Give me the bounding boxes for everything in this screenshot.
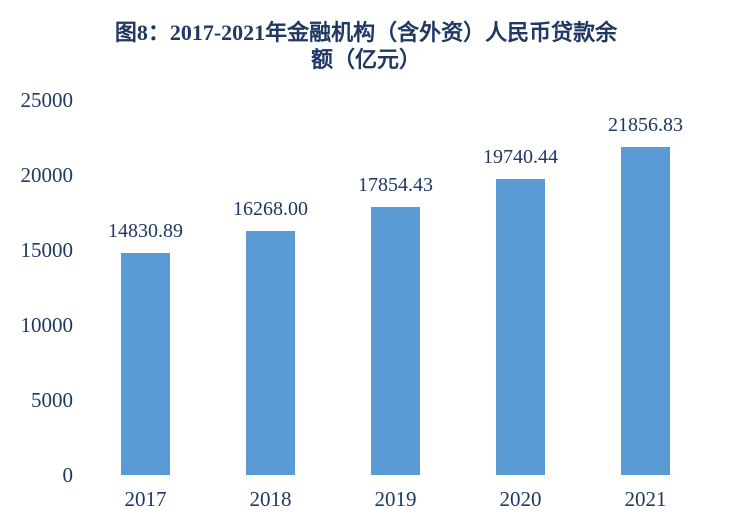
y-tick-label: 25000 bbox=[20, 88, 74, 112]
x-tick-label: 2018 bbox=[249, 487, 292, 511]
y-tick-label: 5000 bbox=[31, 388, 73, 412]
bar-value-label: 19740.44 bbox=[483, 145, 558, 168]
chart-title: 图8：2017-2021年金融机构（含外资）人民币贷款余 额（亿元） bbox=[0, 19, 732, 73]
bar bbox=[246, 230, 295, 475]
x-tick-label: 2021 bbox=[624, 487, 667, 511]
bar bbox=[496, 178, 545, 475]
y-tick-label: 20000 bbox=[20, 163, 74, 187]
x-tick-label: 2019 bbox=[374, 487, 417, 511]
chart-title-line2: 额（亿元） bbox=[310, 47, 421, 72]
y-tick-label: 15000 bbox=[20, 238, 74, 262]
bar bbox=[621, 147, 670, 475]
x-tick-label: 2020 bbox=[499, 487, 542, 511]
bar-value-label: 21856.83 bbox=[608, 114, 683, 137]
x-tick-label: 2017 bbox=[124, 487, 167, 511]
y-tick-label: 0 bbox=[62, 463, 74, 487]
bar-value-label: 14830.89 bbox=[108, 219, 183, 242]
bar bbox=[121, 252, 170, 475]
bar-value-label: 16268.00 bbox=[233, 197, 308, 220]
bar-value-label: 17854.43 bbox=[358, 174, 433, 197]
y-tick-label: 10000 bbox=[20, 313, 74, 337]
bar bbox=[371, 207, 420, 475]
chart-title-line1: 图8：2017-2021年金融机构（含外资）人民币贷款余 bbox=[114, 20, 618, 45]
